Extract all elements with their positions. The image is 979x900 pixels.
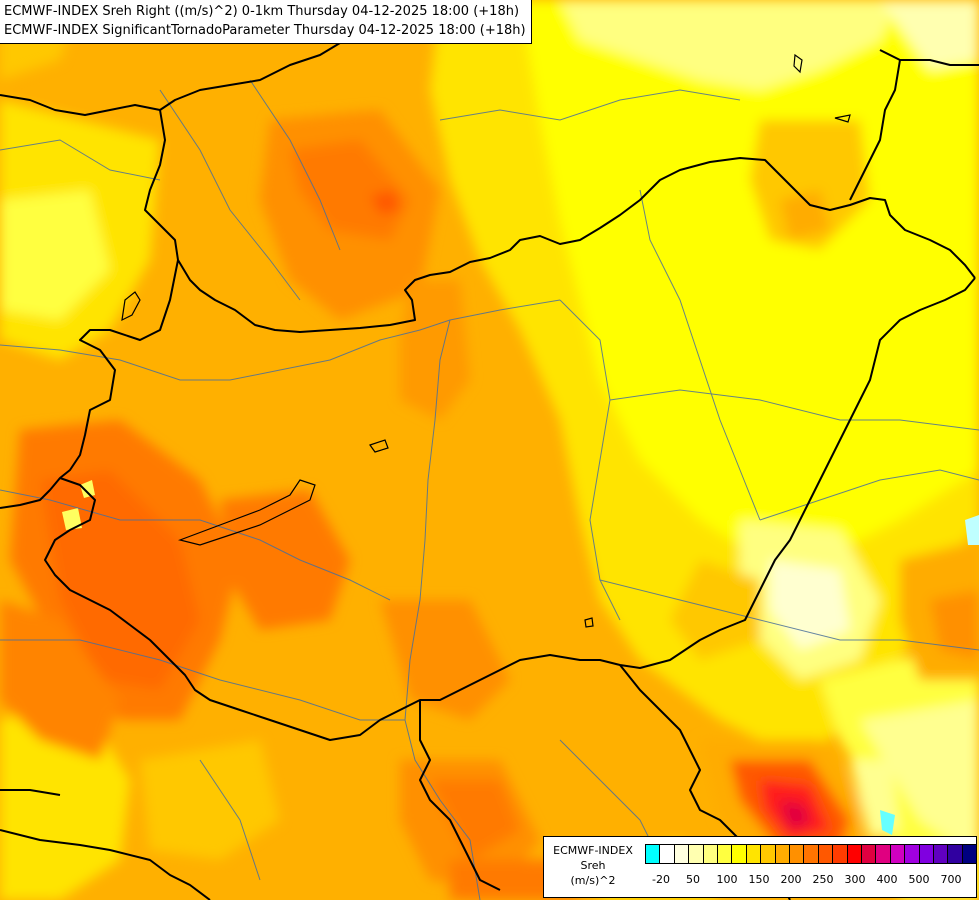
legend-tick-label: 250: [812, 873, 834, 886]
legend-swatch: [688, 844, 704, 864]
legend-tick-label: 300: [844, 873, 866, 886]
legend-swatch: [789, 844, 805, 864]
lakes: [121, 53, 851, 628]
legend-swatch: [875, 844, 892, 864]
legend-ticks: -20 50 100 150 200 250 300 400 500 700: [645, 873, 975, 889]
legend-swatch: [760, 844, 776, 864]
legend-swatch: [702, 844, 719, 864]
legend-swatch: [861, 844, 877, 864]
legend-swatch: [673, 844, 690, 864]
legend-swatch: [846, 844, 863, 864]
legend-swatch: [889, 844, 906, 864]
legend-title-line: Sreh: [580, 859, 606, 872]
color-legend: ECMWF-INDEX Sreh (m/s)^2 -20 50 100 150 200 2…: [543, 836, 978, 898]
legend-tick-label: 400: [876, 873, 898, 886]
legend-swatch: [731, 844, 748, 864]
legend-tick-label: 100: [716, 873, 738, 886]
legend-swatch: [933, 844, 949, 864]
title-line-sreh: ECMWF-INDEX Sreh Right ((m/s)^2) 0-1km T…: [4, 4, 520, 19]
legend-swatch: [659, 844, 676, 864]
rivers: [0, 79, 979, 900]
legend-title-line: ECMWF-INDEX: [553, 844, 633, 857]
legend-tick-label: 200: [780, 873, 802, 886]
legend-swatch: [745, 844, 762, 864]
legend-swatch: [832, 844, 848, 864]
legend-tick-label: 700: [940, 873, 962, 886]
legend-swatch: [904, 844, 920, 864]
legend-swatch: [645, 844, 661, 864]
title-line-stp: ECMWF-INDEX SignificantTornadoParameter …: [4, 23, 526, 38]
legend-tick-label: -20: [652, 873, 670, 886]
legend-swatch: [774, 844, 791, 864]
legend-swatch: [817, 844, 834, 864]
legend-swatch: [717, 844, 733, 864]
map-title-box: ECMWF-INDEX Sreh Right ((m/s)^2) 0-1km T…: [0, 0, 532, 44]
legend-tick-label: 500: [908, 873, 930, 886]
legend-swatch: [918, 844, 935, 864]
legend-title: ECMWF-INDEX Sreh (m/s)^2: [544, 843, 642, 888]
legend-swatch: [961, 844, 978, 864]
legend-tick-label: 50: [686, 873, 700, 886]
legend-tick-label: 150: [748, 873, 770, 886]
legend-swatch: [947, 844, 964, 864]
legend-title-line: (m/s)^2: [570, 874, 616, 887]
legend-swatch: [803, 844, 820, 864]
